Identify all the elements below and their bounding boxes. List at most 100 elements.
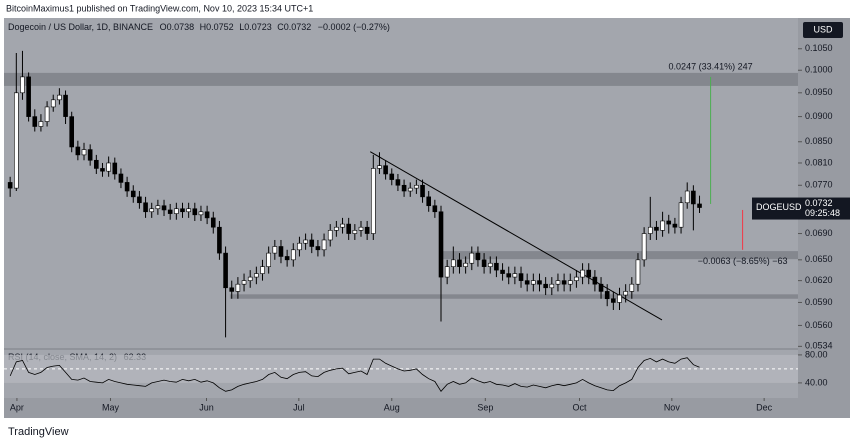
candle-body	[377, 165, 382, 169]
candle-body	[112, 162, 118, 175]
candle-body	[57, 94, 62, 101]
candle-body	[691, 190, 696, 205]
candle-body	[334, 226, 339, 231]
candle-body	[407, 187, 413, 192]
candle-body	[241, 280, 247, 285]
candle-body	[395, 179, 401, 186]
ohlc-value: 0.0732	[284, 22, 312, 32]
ohlc-label: H	[200, 22, 207, 32]
candle-body	[580, 269, 585, 278]
x-tick-label: Nov	[664, 402, 681, 412]
candle-body	[284, 256, 290, 261]
rsi-tick-label: 40.00	[805, 377, 828, 387]
y-tick-label: 0.0534	[805, 341, 833, 351]
candle-body	[567, 280, 573, 285]
candle-body	[87, 149, 93, 161]
candle-body	[549, 283, 555, 289]
candle-body	[555, 280, 561, 285]
candle-body	[118, 173, 124, 183]
candle-body	[346, 223, 351, 234]
last-price: 0.0732	[805, 198, 833, 208]
candle-body	[186, 208, 191, 213]
y-tick-label: 0.0950	[805, 87, 833, 97]
candle-body	[537, 280, 542, 285]
ohlc-label: L	[239, 22, 244, 32]
y-tick-label: 0.0900	[805, 111, 833, 121]
candle-body	[235, 283, 241, 292]
candle-body	[272, 246, 278, 254]
candle-body	[223, 252, 228, 289]
time-axis	[4, 398, 850, 418]
rsi-line	[9, 357, 700, 392]
y-tick-label: 0.0650	[805, 254, 833, 264]
candle-body	[81, 149, 87, 156]
support-zone	[4, 72, 798, 86]
candle-body	[420, 184, 425, 198]
candle-body	[210, 217, 216, 228]
x-tick-label: Sep	[477, 402, 493, 412]
candle-body	[666, 220, 672, 225]
candle-body	[297, 242, 302, 251]
candle-body	[364, 226, 370, 234]
candle-body	[617, 294, 622, 303]
candle-body	[161, 205, 167, 211]
candle-body	[524, 280, 530, 285]
x-tick-label: Apr	[10, 402, 24, 412]
symbol-header: Dogecoin / US Dollar, 1D, BINANCE O0.073…	[8, 22, 390, 32]
candle-body	[463, 262, 468, 267]
candle-body	[506, 273, 512, 278]
candle-body	[451, 259, 456, 267]
candle-body	[678, 202, 684, 228]
candle-body	[69, 116, 75, 148]
footer-brand: TradingView	[8, 426, 69, 438]
candle-body	[604, 291, 610, 300]
candle-body	[512, 273, 518, 278]
y-tick-label: 0.0690	[805, 228, 833, 238]
candle-body	[327, 230, 333, 241]
candle-body	[401, 184, 407, 192]
candle-body	[358, 226, 364, 231]
change: −0.0002 (−0.27%)	[318, 22, 390, 32]
currency: USD	[813, 24, 833, 34]
candle-body	[432, 205, 438, 213]
candle-body	[518, 273, 524, 281]
ohlc-value: 0.0752	[206, 22, 234, 32]
candle-body	[130, 190, 136, 198]
symbol: Dogecoin / US Dollar, 1D, BINANCE	[8, 22, 153, 32]
measure-label: 0.0247 (33.41%) 247	[669, 61, 753, 71]
candle-body	[598, 283, 604, 292]
support-zone	[439, 251, 798, 260]
x-tick-label: Oct	[572, 402, 587, 412]
candle-body	[167, 209, 173, 214]
candle-body	[180, 208, 185, 213]
y-tick-label: 0.1000	[805, 65, 833, 75]
candle-body	[63, 94, 68, 117]
y-tick-label: 0.0770	[805, 180, 833, 190]
candle-body	[143, 202, 148, 213]
candle-body	[352, 230, 358, 234]
candle-body	[414, 184, 419, 189]
candle-body	[475, 252, 481, 261]
candle-body	[20, 76, 25, 94]
candle-body	[697, 203, 702, 208]
candle-body	[290, 249, 296, 261]
y-tick-label: 0.0810	[805, 157, 833, 167]
candle-body	[229, 287, 235, 292]
measure-label: −0.0063 (−8.65%) −63	[698, 256, 788, 266]
candle-body	[500, 269, 505, 274]
y-tick-label: 0.1050	[805, 43, 833, 53]
y-tick-label: 0.0850	[805, 136, 833, 146]
publish-note: BitcoinMaximus1 published on TradingView…	[6, 3, 313, 13]
candle-body	[647, 226, 653, 234]
candle-body	[309, 239, 315, 247]
candle-body	[174, 208, 179, 214]
candle-body	[654, 226, 659, 231]
ohlc-label: C	[277, 22, 284, 32]
candle-body	[561, 280, 567, 285]
candle-body	[38, 121, 44, 127]
candle-body	[315, 246, 321, 251]
ohlc-value: 0.0723	[244, 22, 272, 32]
candle-body	[44, 106, 50, 122]
candle-body	[192, 208, 198, 216]
